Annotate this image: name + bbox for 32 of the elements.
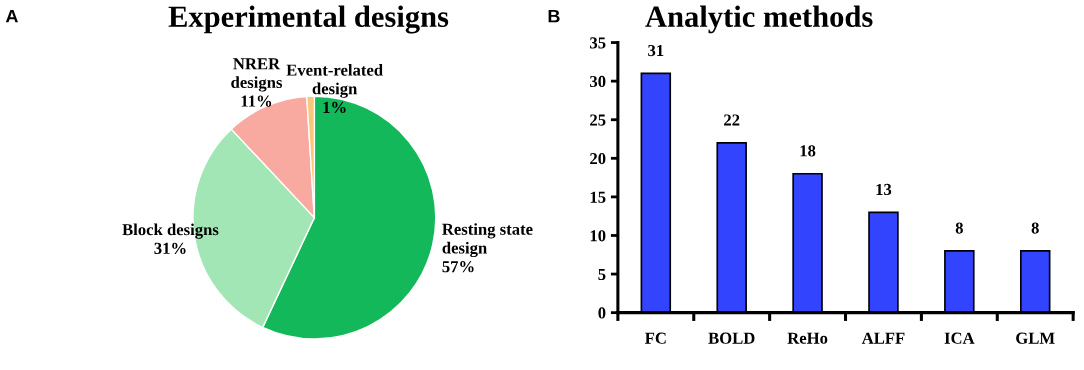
y-tick-label: 35 bbox=[590, 37, 606, 49]
data-label: 13 bbox=[876, 183, 892, 196]
y-tick-label: 5 bbox=[598, 268, 606, 281]
x-tick-label: ALFF bbox=[861, 332, 905, 344]
text: B bbox=[548, 9, 560, 23]
y-tick-label: 15 bbox=[590, 191, 606, 203]
y-tick-label: 10 bbox=[590, 230, 606, 242]
y-tick-label: 30 bbox=[590, 75, 606, 88]
slice-label: NRER designs bbox=[231, 58, 283, 92]
chart-title: Experimental designs bbox=[168, 5, 449, 34]
y-tick-label: 25 bbox=[590, 114, 606, 126]
data-label: 18 bbox=[800, 145, 816, 157]
slice-label: Event-related design bbox=[286, 64, 383, 98]
chart-title: Analytic methods bbox=[645, 5, 873, 34]
y-tick-label: 20 bbox=[590, 153, 606, 165]
y-tick-label: 0 bbox=[598, 307, 606, 319]
x-tick-label: GLM bbox=[1016, 332, 1055, 344]
x-tick-label: ReHo bbox=[787, 332, 828, 344]
slice-label: Block designs bbox=[122, 223, 219, 239]
x-tick-label: BOLD bbox=[708, 332, 755, 344]
data-label: 22 bbox=[724, 114, 740, 126]
data-label: 31% bbox=[154, 242, 186, 255]
x-tick-label: ICA bbox=[944, 332, 975, 344]
data-label: 8 bbox=[1031, 222, 1039, 234]
slice-label: Resting state design bbox=[442, 223, 533, 258]
data-label: 11% bbox=[241, 95, 272, 107]
data-label: 1% bbox=[323, 101, 346, 114]
text: A bbox=[5, 9, 18, 23]
data-label: 31 bbox=[648, 44, 664, 57]
data-label: 57% bbox=[442, 261, 474, 273]
x-tick-label: FC bbox=[645, 332, 666, 344]
data-label: 8 bbox=[955, 222, 963, 234]
